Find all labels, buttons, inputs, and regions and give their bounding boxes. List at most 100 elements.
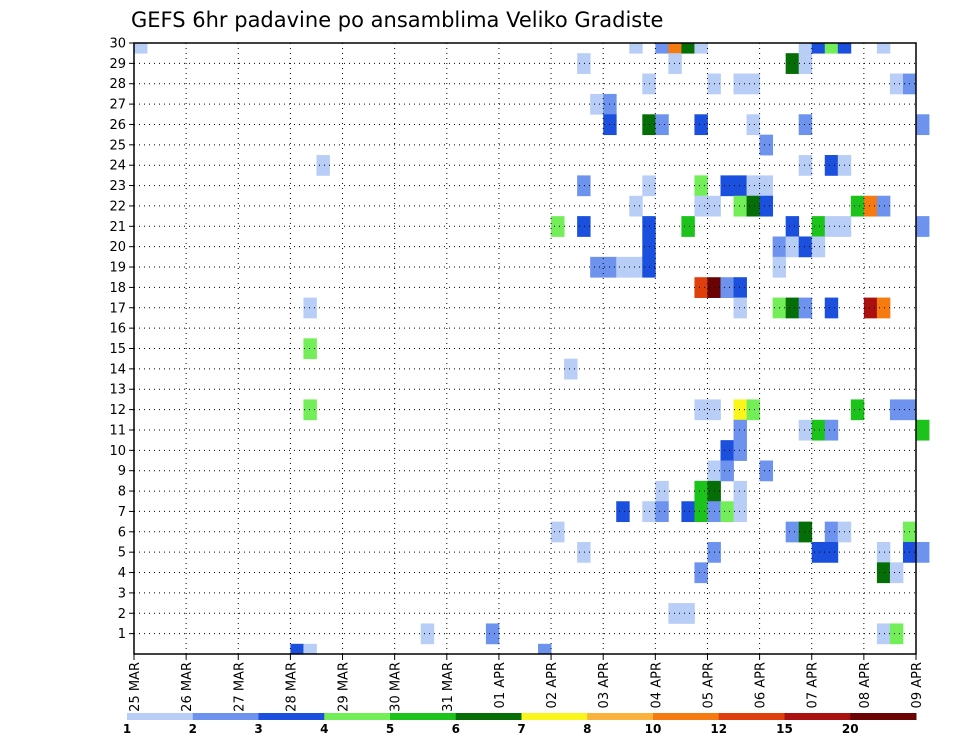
colorbar-swatch [258, 713, 325, 720]
precip-cell [746, 175, 760, 197]
precip-cell [798, 521, 813, 543]
precip-cell [824, 419, 839, 441]
precip-cell [824, 155, 839, 176]
precip-cell [668, 603, 682, 624]
y-tick-label: 14 [109, 362, 126, 377]
colorbar-label: 20 [842, 722, 859, 736]
precip-cell [850, 195, 865, 217]
colorbar-label: 10 [645, 722, 662, 736]
precip-cell [577, 541, 591, 563]
precip-cell [759, 195, 774, 217]
precip-cell [785, 216, 800, 237]
precip-cell [616, 501, 630, 523]
y-tick-label: 26 [109, 118, 126, 133]
precip-cell [733, 73, 747, 95]
precip-cell [824, 521, 839, 543]
x-tick-label: 07 APR [806, 662, 821, 708]
y-tick-label: 17 [109, 301, 126, 316]
y-tick-label: 4 [118, 566, 126, 581]
colorbar-swatch [455, 713, 522, 720]
precip-cell [916, 419, 930, 441]
y-tick-label: 23 [109, 179, 126, 194]
grid-lines [134, 43, 916, 654]
precip-cell [733, 277, 747, 298]
precip-cell [577, 175, 591, 197]
precip-cell [733, 480, 747, 502]
x-tick-label: 09 APR [910, 662, 925, 708]
precip-cell [681, 43, 695, 54]
colorbar-label: 5 [386, 722, 394, 736]
x-tick-label: 29 MAR [337, 662, 352, 712]
precip-cell [733, 175, 747, 197]
precip-cell [629, 256, 643, 278]
precip-cell [733, 195, 747, 217]
precip-cell [720, 460, 734, 482]
precip-cell [824, 297, 839, 319]
precip-cell [681, 501, 695, 523]
y-tick-label: 20 [109, 240, 126, 255]
x-tick-label: 05 APR [701, 662, 716, 708]
precip-cell [720, 175, 734, 197]
precip-cell [629, 43, 643, 54]
y-tick-label: 28 [109, 77, 126, 92]
y-tick-label: 25 [109, 138, 126, 153]
y-tick-label: 12 [109, 403, 126, 418]
precip-cell [316, 155, 330, 176]
precip-cell [850, 399, 865, 421]
y-tick-label: 11 [109, 423, 126, 438]
colorbar-label: 1 [123, 722, 131, 736]
precip-cell [733, 297, 747, 319]
x-tick-label: 26 MAR [180, 662, 195, 712]
colorbar-swatch [587, 713, 654, 720]
precip-cell [720, 501, 734, 523]
y-tick-label: 27 [109, 98, 126, 113]
precip-cell [811, 236, 826, 258]
colorbar-swatch [127, 713, 194, 720]
y-tick-label: 30 [109, 37, 126, 52]
precip-cells [134, 43, 930, 655]
precip-cell [876, 562, 891, 584]
precip-cell [889, 73, 904, 95]
colorbar-label: 7 [517, 722, 525, 736]
precip-cell [564, 358, 578, 380]
colorbar-label: 6 [452, 722, 460, 736]
precip-cell [876, 297, 891, 319]
precip-cell [655, 43, 669, 54]
y-tick-label: 5 [118, 546, 126, 561]
precip-cell [798, 43, 813, 54]
y-tick-label: 9 [118, 464, 126, 479]
precip-cell [694, 114, 708, 136]
precip-cell [538, 643, 552, 655]
colorbar-swatch [850, 713, 917, 720]
x-tick-label: 04 APR [649, 662, 664, 708]
colorbar-swatch [784, 713, 851, 720]
precip-cell [303, 399, 317, 421]
precip-cell [876, 623, 891, 645]
precip-cell [485, 623, 500, 645]
precip-cell [616, 256, 630, 278]
precip-cell [629, 195, 643, 217]
precip-cell [863, 297, 878, 319]
chart-title: GEFS 6hr padavine po ansamblima Veliko G… [131, 8, 663, 32]
precip-cell [889, 623, 904, 645]
precip-cell [590, 93, 604, 115]
precip-cell [824, 216, 839, 237]
precip-cell [681, 216, 695, 237]
precip-cell [876, 541, 891, 563]
precip-cell [824, 43, 839, 54]
precip-cell [798, 114, 813, 136]
colorbar-swatch [192, 713, 259, 720]
precip-cell [798, 419, 813, 441]
colorbar: 1 2 3 4 5 6 7 8 10 12 15 20 [123, 713, 917, 736]
precip-cell [759, 134, 774, 156]
colorbar-swatch [718, 713, 785, 720]
precip-cell [916, 114, 930, 136]
colorbar-label: 8 [583, 722, 591, 736]
precip-cell [759, 175, 774, 197]
y-tick-label: 8 [118, 485, 126, 500]
precip-cell [785, 297, 800, 319]
precip-cell [694, 399, 708, 421]
y-tick-label: 18 [109, 281, 126, 296]
colorbar-label: 4 [320, 722, 328, 736]
